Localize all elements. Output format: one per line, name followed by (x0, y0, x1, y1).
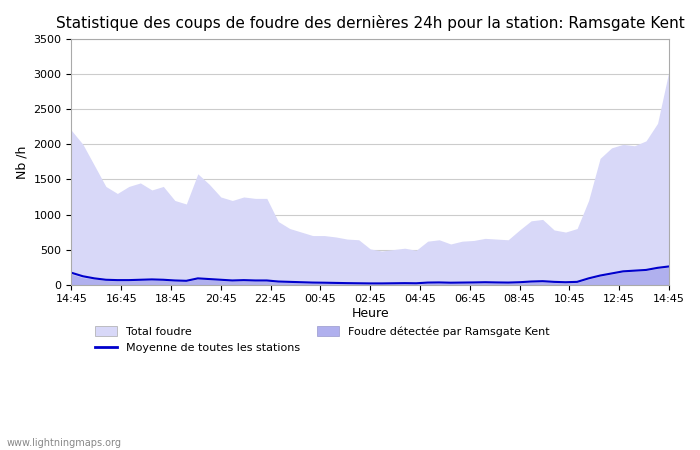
X-axis label: Heure: Heure (351, 307, 389, 320)
Legend: Total foudre, Moyenne de toutes les stations, Foudre détectée par Ramsgate Kent: Total foudre, Moyenne de toutes les stat… (91, 322, 554, 358)
Title: Statistique des coups de foudre des dernières 24h pour la station: Ramsgate Kent: Statistique des coups de foudre des dern… (56, 15, 685, 31)
Text: www.lightningmaps.org: www.lightningmaps.org (7, 438, 122, 448)
Y-axis label: Nb /h: Nb /h (15, 145, 28, 179)
